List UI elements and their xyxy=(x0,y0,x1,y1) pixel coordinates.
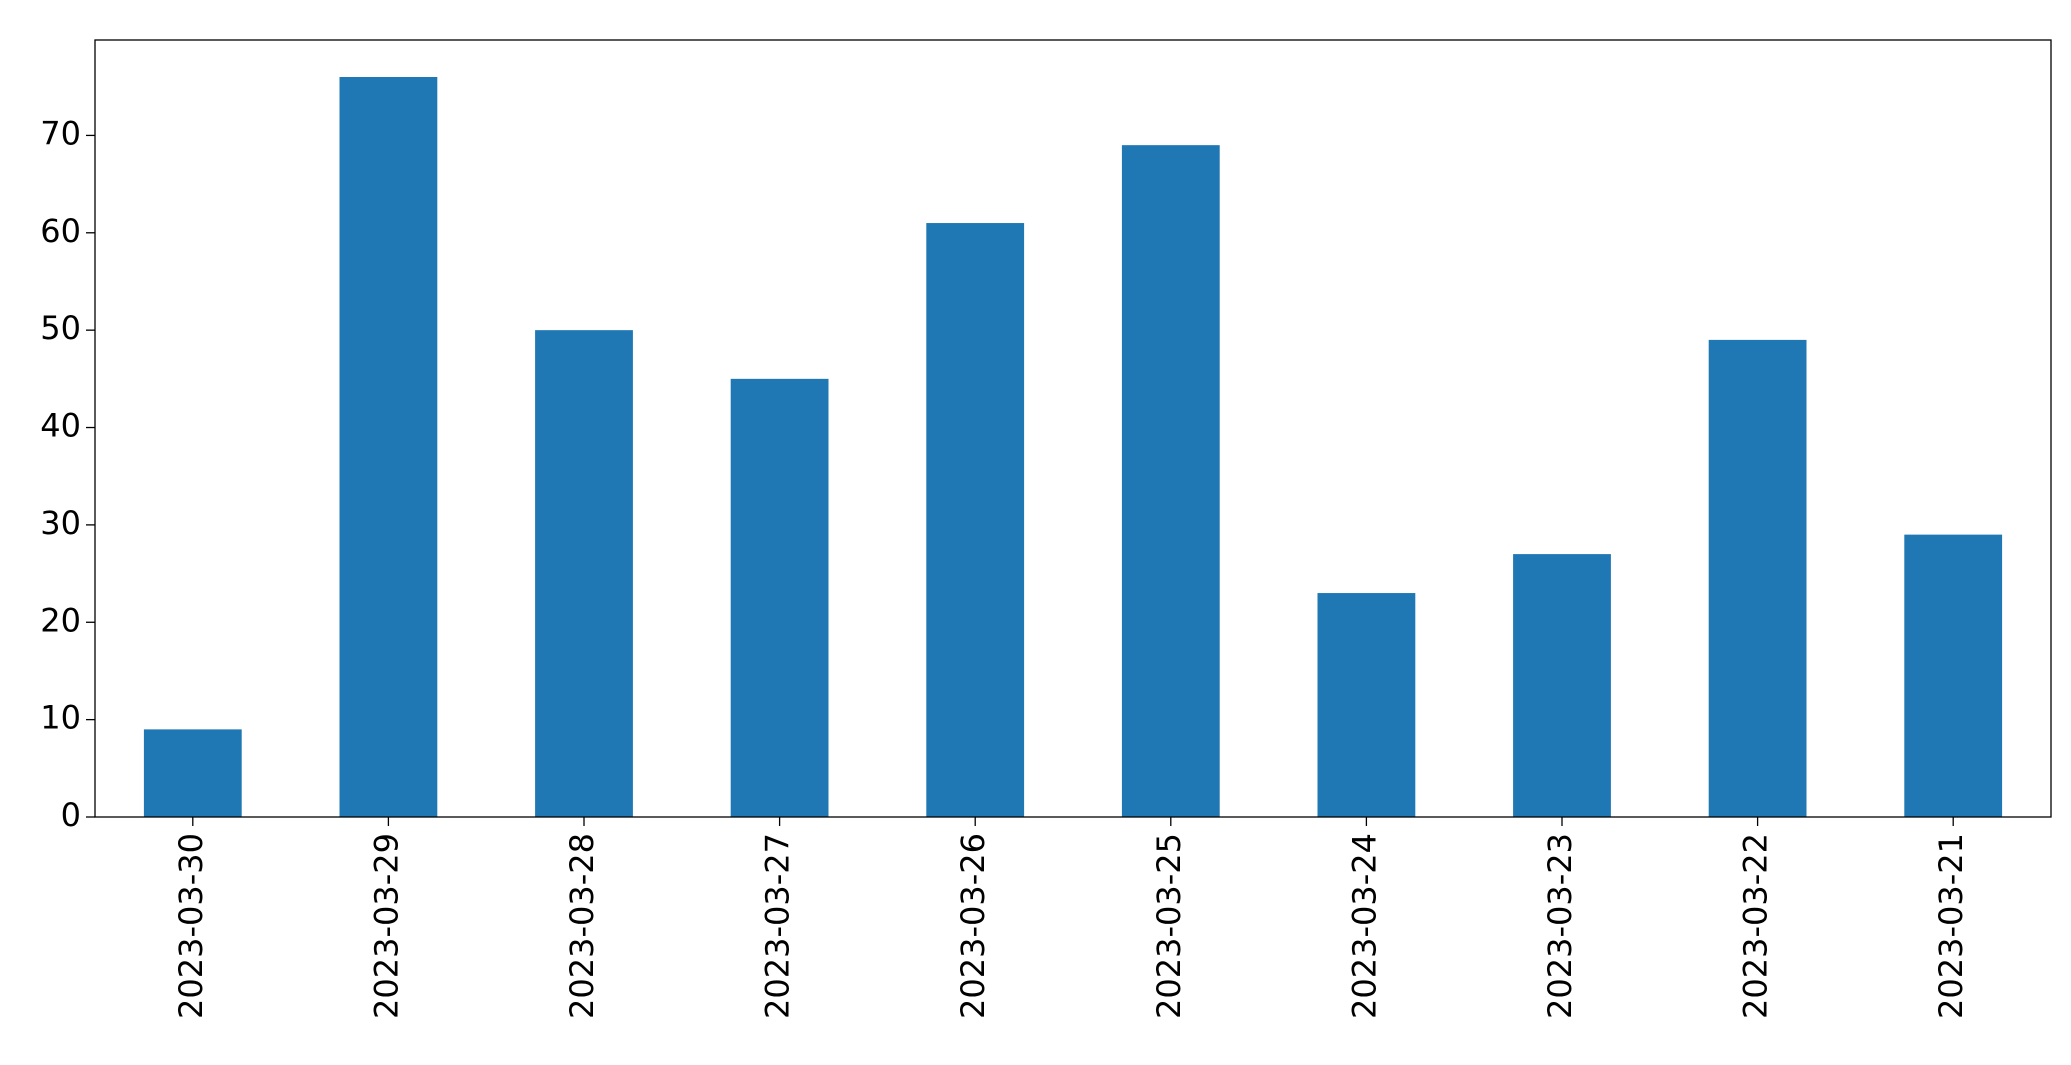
x-tick-label: 2023-03-21 xyxy=(1932,833,1970,1019)
bar xyxy=(339,77,438,817)
y-tick-label: 50 xyxy=(40,309,81,347)
y-tick-label: 70 xyxy=(40,114,81,152)
bar xyxy=(1317,593,1416,817)
x-tick-label: 2023-03-26 xyxy=(954,833,992,1019)
plot-frame xyxy=(94,39,2052,818)
y-tick-label: 20 xyxy=(40,601,81,639)
y-tick-label: 40 xyxy=(40,407,81,445)
bar xyxy=(143,729,242,817)
bar xyxy=(535,330,633,817)
x-tick-label: 2023-03-28 xyxy=(563,833,601,1019)
x-tick-label: 2023-03-29 xyxy=(367,833,405,1019)
x-tick-label: 2023-03-25 xyxy=(1150,833,1188,1019)
y-tick-label: 30 xyxy=(40,504,81,542)
bar xyxy=(1121,145,1220,817)
x-tick-label: 2023-03-22 xyxy=(1737,833,1775,1019)
y-tick-label: 0 xyxy=(61,796,81,834)
bar xyxy=(1708,339,1807,817)
x-tick-label: 2023-03-24 xyxy=(1345,833,1383,1019)
bar xyxy=(1513,554,1611,817)
bar xyxy=(730,378,829,817)
x-tick-label: 2023-03-23 xyxy=(1541,833,1579,1019)
y-tick-label: 60 xyxy=(40,212,81,250)
bar xyxy=(926,223,1025,818)
x-tick-label: 2023-03-27 xyxy=(759,833,797,1019)
bar xyxy=(1904,534,2003,817)
x-tick-label: 2023-03-30 xyxy=(172,833,210,1019)
y-tick-label: 10 xyxy=(40,699,81,737)
